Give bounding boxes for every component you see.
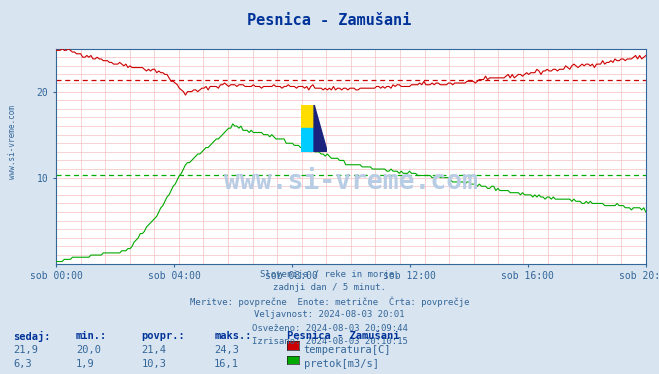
Text: Veljavnost: 2024-08-03 20:01: Veljavnost: 2024-08-03 20:01 (254, 310, 405, 319)
Text: Pesnica - Zamušani: Pesnica - Zamušani (247, 13, 412, 28)
Text: zadnji dan / 5 minut.: zadnji dan / 5 minut. (273, 283, 386, 292)
Text: Pesnica - Zamušani: Pesnica - Zamušani (287, 331, 399, 341)
Text: 20,0: 20,0 (76, 345, 101, 355)
Text: www.si-vreme.com: www.si-vreme.com (224, 169, 478, 195)
Text: Osveženo: 2024-08-03 20:09:44: Osveženo: 2024-08-03 20:09:44 (252, 324, 407, 333)
Bar (301, 128, 314, 152)
Text: pretok[m3/s]: pretok[m3/s] (304, 359, 379, 370)
Text: 24,3: 24,3 (214, 345, 239, 355)
Text: sedaj:: sedaj: (13, 331, 51, 342)
Text: 21,9: 21,9 (13, 345, 38, 355)
Text: maks.:: maks.: (214, 331, 252, 341)
Text: povpr.:: povpr.: (142, 331, 185, 341)
Text: 10,3: 10,3 (142, 359, 167, 370)
Bar (301, 105, 314, 128)
Text: 6,3: 6,3 (13, 359, 32, 370)
Text: 1,9: 1,9 (76, 359, 94, 370)
Text: Slovenija / reke in morje.: Slovenija / reke in morje. (260, 270, 399, 279)
Polygon shape (314, 105, 328, 152)
Text: www.si-vreme.com: www.si-vreme.com (8, 105, 17, 179)
Text: temperatura[C]: temperatura[C] (304, 345, 391, 355)
Text: Meritve: povprečne  Enote: metrične  Črta: povprečje: Meritve: povprečne Enote: metrične Črta:… (190, 297, 469, 307)
Text: Izrisano: 2024-08-03 20:10:15: Izrisano: 2024-08-03 20:10:15 (252, 337, 407, 346)
Text: min.:: min.: (76, 331, 107, 341)
Text: 16,1: 16,1 (214, 359, 239, 370)
Text: 21,4: 21,4 (142, 345, 167, 355)
